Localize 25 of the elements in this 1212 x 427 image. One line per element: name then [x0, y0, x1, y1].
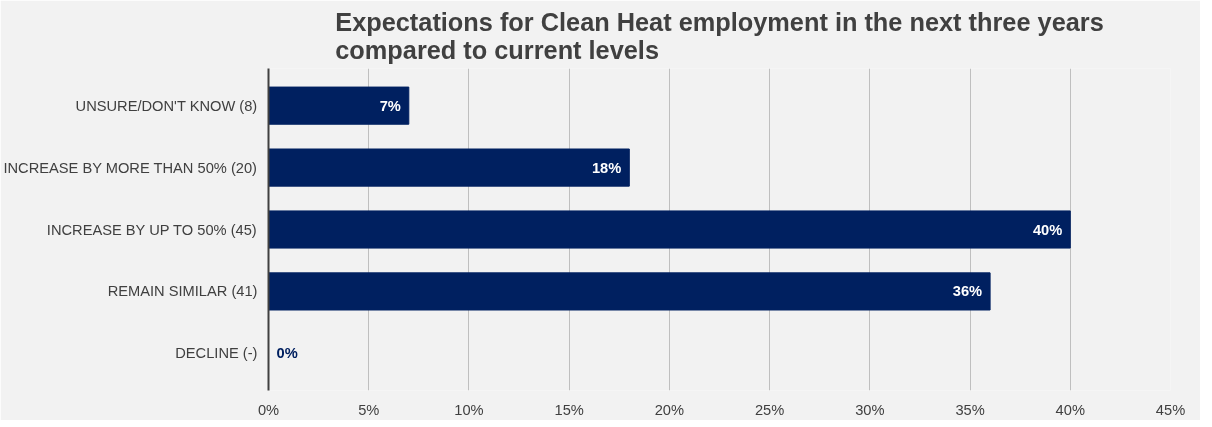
x-tick-label: 25%: [754, 401, 785, 418]
y-tick-label: INCREASE BY UP TO 50% (45): [46, 221, 257, 238]
data-label: 7%: [379, 97, 401, 114]
x-tick-label: 20%: [654, 401, 685, 418]
y-tick-label: DECLINE (-): [175, 345, 258, 362]
bar: [268, 210, 1071, 249]
x-tick-label: 0%: [257, 401, 280, 418]
x-tick-label: 40%: [1055, 401, 1085, 418]
x-tick-label: 10%: [454, 401, 484, 418]
bar: [268, 86, 410, 125]
x-tick-label: 5%: [358, 401, 380, 418]
chart-title: Expectations for Clean Heat employment in the next three years compared to current levels: [335, 7, 1104, 64]
bar: [268, 148, 630, 187]
x-tick-label: 45%: [1155, 401, 1186, 418]
y-tick-label: INCREASE BY MORE THAN 50% (20): [3, 159, 257, 176]
data-label: 0%: [276, 345, 298, 362]
x-tick-label: 15%: [554, 401, 584, 418]
bar: [268, 272, 991, 311]
data-label: 18%: [591, 159, 622, 176]
data-label: 40%: [1032, 221, 1063, 238]
data-label: 36%: [952, 283, 983, 300]
y-tick-label: REMAIN SIMILAR (41): [107, 283, 258, 300]
y-tick-label: UNSURE/DON'T KNOW (8): [75, 97, 258, 114]
x-tick-label: 30%: [855, 401, 885, 418]
x-tick-label: 35%: [955, 401, 985, 418]
